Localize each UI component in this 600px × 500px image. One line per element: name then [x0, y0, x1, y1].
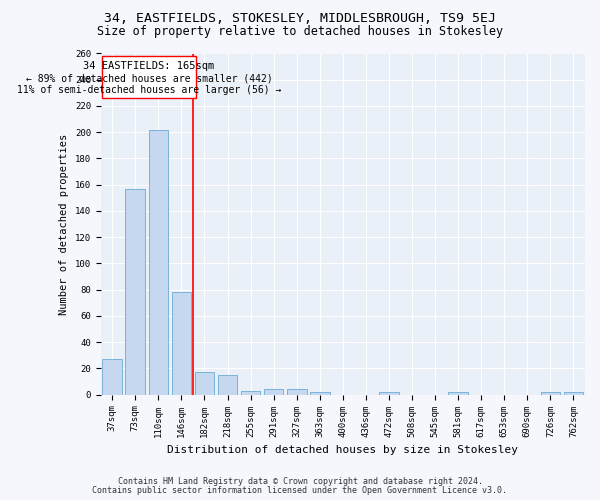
Bar	[310, 392, 329, 394]
Text: Contains public sector information licensed under the Open Government Licence v3: Contains public sector information licen…	[92, 486, 508, 495]
Bar	[541, 392, 560, 394]
Bar	[194, 372, 214, 394]
Text: 34 EASTFIELDS: 165sqm: 34 EASTFIELDS: 165sqm	[83, 62, 215, 72]
Bar	[218, 375, 238, 394]
Bar	[103, 360, 122, 394]
X-axis label: Distribution of detached houses by size in Stokesley: Distribution of detached houses by size …	[167, 445, 518, 455]
Bar	[149, 130, 168, 394]
Bar	[379, 392, 399, 394]
Bar	[287, 390, 307, 394]
Bar	[125, 188, 145, 394]
Text: ← 89% of detached houses are smaller (442): ← 89% of detached houses are smaller (44…	[26, 73, 272, 83]
Y-axis label: Number of detached properties: Number of detached properties	[59, 134, 69, 314]
Bar	[563, 392, 583, 394]
FancyBboxPatch shape	[102, 56, 196, 98]
Text: 34, EASTFIELDS, STOKESLEY, MIDDLESBROUGH, TS9 5EJ: 34, EASTFIELDS, STOKESLEY, MIDDLESBROUGH…	[104, 12, 496, 26]
Text: 11% of semi-detached houses are larger (56) →: 11% of semi-detached houses are larger (…	[17, 85, 281, 95]
Bar	[264, 390, 283, 394]
Bar	[172, 292, 191, 394]
Bar	[448, 392, 468, 394]
Text: Size of property relative to detached houses in Stokesley: Size of property relative to detached ho…	[97, 25, 503, 38]
Bar	[241, 391, 260, 394]
Text: Contains HM Land Registry data © Crown copyright and database right 2024.: Contains HM Land Registry data © Crown c…	[118, 477, 482, 486]
